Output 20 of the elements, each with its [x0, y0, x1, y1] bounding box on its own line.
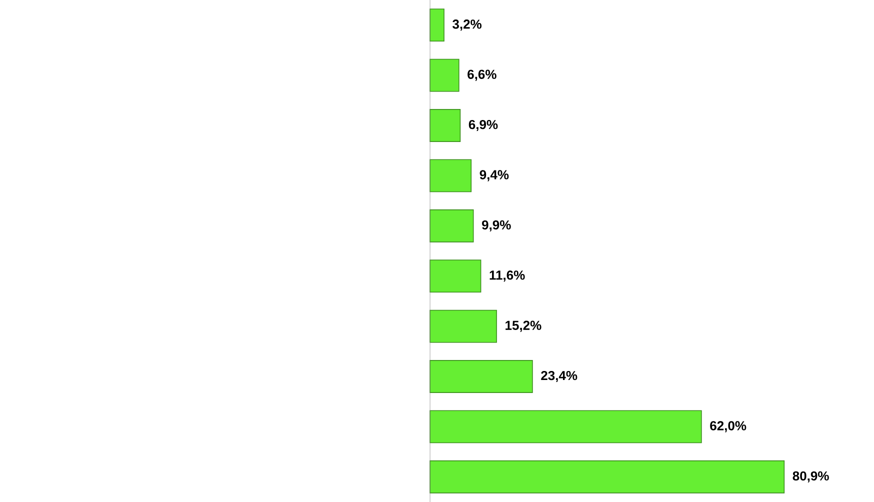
bar — [430, 58, 460, 92]
data-label: 6,6% — [468, 70, 496, 81]
data-label: 80,9% — [792, 471, 829, 482]
data-label: 6,9% — [468, 120, 498, 132]
bar — [430, 8, 444, 42]
data-label: 11,6% — [490, 270, 525, 282]
bar — [430, 360, 533, 393]
bar — [430, 460, 785, 494]
data-label: 23,4% — [541, 370, 578, 382]
bar — [430, 410, 702, 444]
bar — [430, 260, 482, 293]
data-label: 9,4% — [480, 170, 509, 182]
bar — [430, 159, 472, 192]
data-label: 62,0% — [710, 421, 746, 432]
data-label: 15,2% — [506, 320, 542, 332]
data-label: 9,9% — [482, 220, 511, 232]
bar — [430, 310, 497, 343]
bar — [430, 209, 474, 242]
bar — [430, 109, 461, 142]
data-label: 3,2% — [452, 20, 482, 31]
